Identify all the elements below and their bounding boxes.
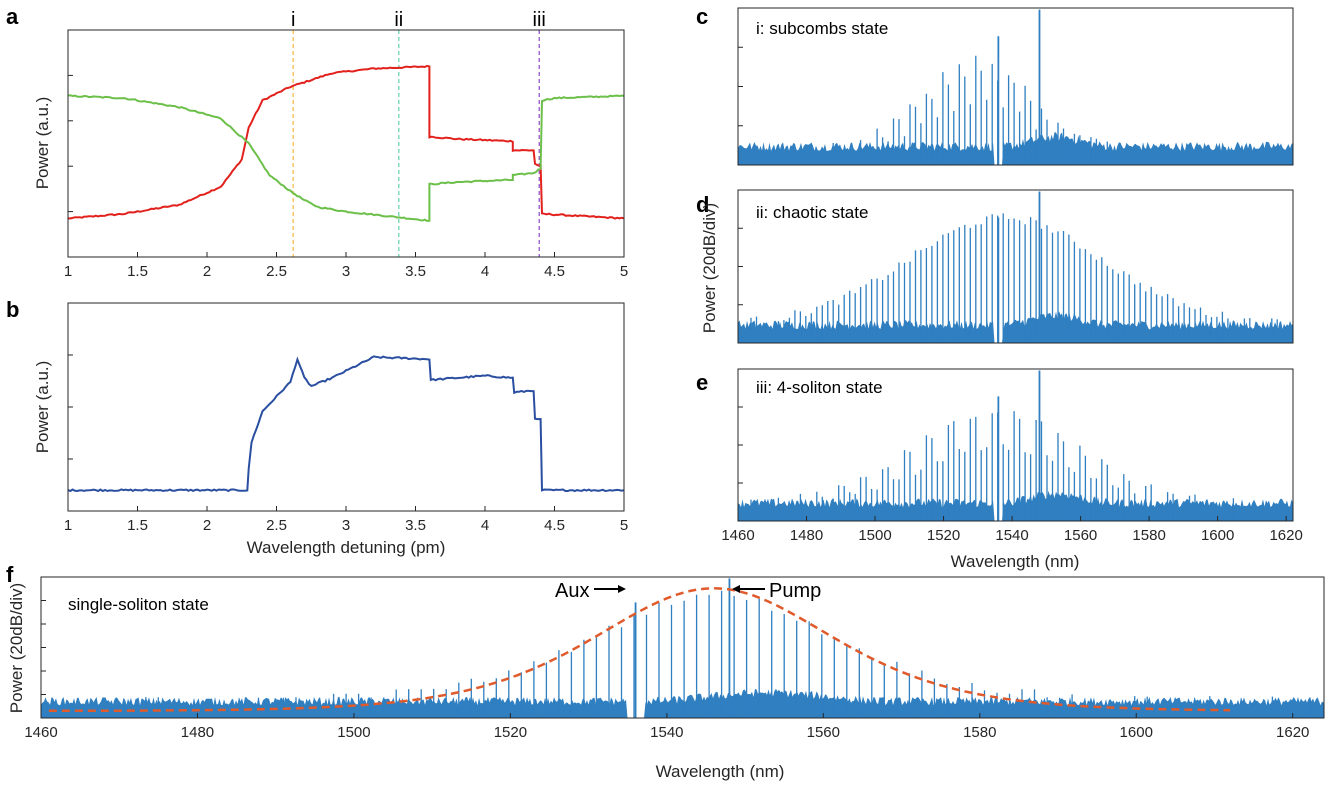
x-tick-label: 1460 [721, 527, 754, 544]
panel-e-plot [738, 370, 1293, 521]
x-tick-label: 1500 [337, 724, 370, 741]
x-tick-label: 1600 [1201, 527, 1234, 544]
panel-b-plot [67, 354, 625, 493]
panel-a-ylabel: Power (a.u.) [33, 97, 52, 190]
panel-f-annotations: Aux Pump [555, 580, 821, 602]
panel-d-state-label: ii: chaotic state [756, 203, 868, 222]
panel-b-ylabel: Power (a.u.) [33, 361, 52, 454]
panel-c-state-label: i: subcombs state [756, 19, 888, 38]
panel-letter-c: c [696, 4, 708, 29]
panel-f-state-label: single-soliton state [68, 595, 209, 614]
panel-f-xlabel: Wavelength (nm) [656, 762, 785, 781]
series-green-line [67, 94, 625, 223]
x-tick-label: 1 [64, 263, 72, 280]
panel-d-ylabel: Power (20dB/div) [700, 203, 719, 333]
x-tick-label: 1500 [858, 527, 891, 544]
x-tick-label: 1520 [494, 724, 527, 741]
x-tick-label: 1560 [1064, 527, 1097, 544]
sech2-envelope [48, 587, 1231, 713]
x-tick-label: 1480 [181, 724, 214, 741]
x-tick-label: 1480 [790, 527, 823, 544]
panel-c-frame [737, 7, 1294, 166]
panel-b-xlabel: Wavelength detuning (pm) [247, 538, 446, 557]
comb-lines [832, 55, 1108, 165]
panel-b-frame [67, 302, 625, 512]
comb-lines [750, 411, 1235, 521]
x-tick-label: 2.5 [266, 517, 287, 534]
x-tick-label: 1620 [1269, 527, 1302, 544]
panel-f: f single-soliton state Power (20dB/div) … [6, 562, 1325, 781]
x-tick-label: 2.5 [266, 263, 287, 280]
panel-a-plot [67, 30, 625, 257]
x-tick-label: 3 [342, 263, 350, 280]
marker-label-ii: ii [394, 9, 403, 31]
aux-label: Aux [555, 580, 589, 602]
panel-d: d ii: chaotic state Power (20dB/div) [696, 189, 1294, 344]
series-navy-line [67, 355, 625, 493]
noise-floor [738, 490, 1293, 521]
x-tick-label: 1600 [1120, 724, 1153, 741]
panel-e-xlabel: Wavelength (nm) [951, 552, 1080, 571]
panel-a: a Power (a.u.) 1 1.5 2 2.5 3 3.5 4 4.5 5 i ii iii [6, 4, 628, 280]
panel-e: e iii: 4-soliton state 1460 1480 1500 1520 1… [696, 368, 1303, 571]
panel-letter-d: d [696, 192, 709, 217]
marker-label-iii: iii [533, 9, 546, 31]
x-tick-label: 1 [64, 517, 72, 534]
x-tick-label: 1560 [807, 724, 840, 741]
x-tick-label: 4.5 [544, 263, 565, 280]
panel-f-yticks [41, 600, 46, 695]
panel-a-markers: i ii iii [291, 9, 546, 31]
pump-arrowhead [732, 585, 740, 593]
panel-letter-f: f [6, 562, 14, 587]
panel-e-state-label: iii: 4-soliton state [756, 378, 883, 397]
pump-label: Pump [769, 580, 821, 602]
panel-f-frame [40, 576, 1325, 719]
x-tick-label: 4 [481, 263, 489, 280]
panel-b-xticks: 1 1.5 2 2.5 3 3.5 4 4.5 5 [64, 506, 628, 534]
panel-d-plot [738, 191, 1293, 343]
comb-lines [145, 590, 1311, 718]
x-tick-label: 3 [342, 517, 350, 534]
panel-a-xticks: 1 1.5 2 2.5 3 3.5 4 4.5 5 [64, 252, 628, 280]
panel-d-frame [737, 189, 1294, 344]
series-red-line [67, 64, 625, 220]
panel-e-xticks: 1460 1480 1500 1520 1540 1560 1580 1600 1620 [721, 516, 1303, 544]
x-tick-label: 1580 [963, 724, 996, 741]
panel-c: c i: subcombs state [696, 4, 1294, 166]
panel-e-frame [737, 368, 1294, 522]
x-tick-label: 4.5 [544, 517, 565, 534]
x-tick-label: 3.5 [405, 263, 426, 280]
panel-letter-b: b [6, 297, 19, 322]
x-tick-label: 1540 [995, 527, 1028, 544]
panel-b: b Power (a.u.) 1 1.5 2 2.5 3 3.5 4 4.5 5 Wavelen… [6, 297, 628, 557]
x-tick-label: 3.5 [405, 517, 426, 534]
panel-letter-a: a [6, 4, 19, 29]
x-tick-label: 1.5 [127, 517, 148, 534]
panel-f-ylabel: Power (20dB/div) [7, 583, 26, 713]
x-tick-label: 5 [620, 263, 628, 280]
noise-floor [738, 311, 1293, 343]
noise-floor [738, 132, 1293, 165]
x-tick-label: 1520 [927, 527, 960, 544]
x-tick-label: 2 [203, 517, 211, 534]
noise-floor [41, 688, 1324, 718]
x-tick-label: 4 [481, 517, 489, 534]
x-tick-label: 1620 [1276, 724, 1309, 741]
panel-letter-e: e [696, 370, 708, 395]
panel-c-plot [738, 9, 1293, 165]
x-tick-label: 1460 [24, 724, 57, 741]
marker-label-i: i [291, 9, 295, 31]
aux-arrowhead [618, 585, 626, 593]
x-tick-label: 2 [203, 263, 211, 280]
panel-f-xticks: 1460 1480 1500 1520 1540 1560 1580 1600 1620 [24, 713, 1309, 741]
x-tick-label: 1540 [650, 724, 683, 741]
x-tick-label: 1580 [1132, 527, 1165, 544]
x-tick-label: 1.5 [127, 263, 148, 280]
x-tick-label: 5 [620, 517, 628, 534]
comb-lines [750, 213, 1278, 343]
panel-f-plot [41, 578, 1324, 718]
